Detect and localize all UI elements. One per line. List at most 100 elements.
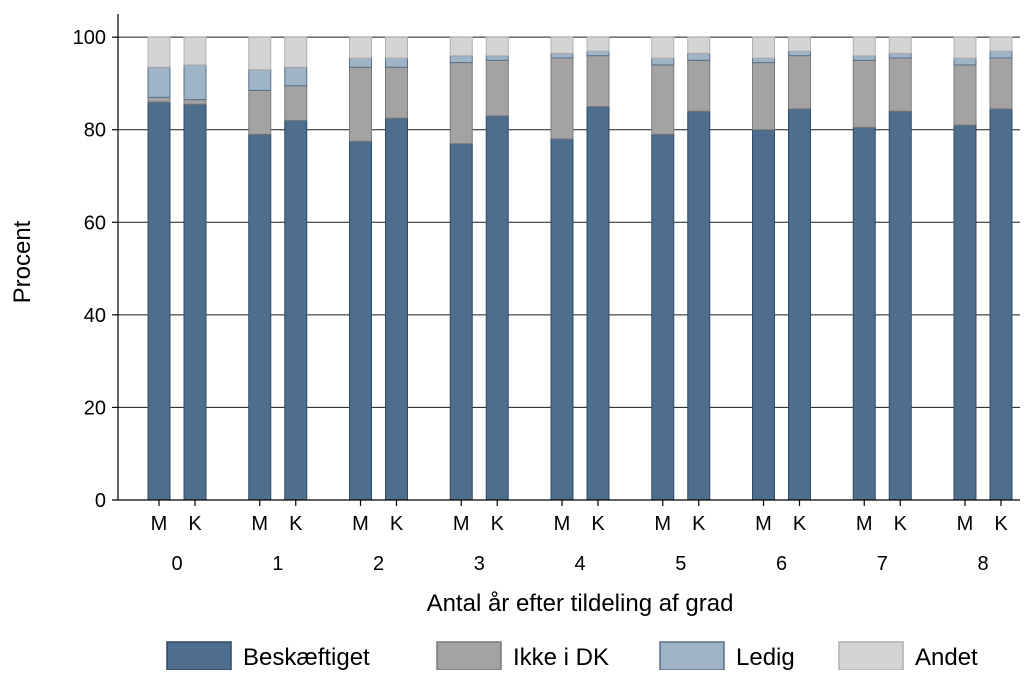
x-subcategory-label: M [957,513,974,535]
bar-segment [284,36,308,68]
bar-segment [449,36,473,57]
bar-segment [651,64,675,135]
bar-segment [385,57,408,68]
y-tick-label: 0 [95,490,106,512]
bar-segment [953,57,977,66]
y-axis-title: Procent [9,220,36,303]
bar-segment [248,89,272,135]
bar-segment [953,124,977,501]
x-subcategory-label: K [491,513,505,535]
bar-segment [147,66,171,98]
x-subcategory-label: M [755,513,772,535]
legend: Beskæftiget Ikke i DK Ledig Andet [166,641,978,671]
bar-segment [449,55,473,64]
bar-segment [788,36,811,52]
bar-segment [183,99,207,105]
bar-segment [788,108,811,501]
bar-segment [284,85,308,121]
y-tick-label: 100 [73,27,106,49]
x-group-label: 7 [877,553,888,575]
bar-segment [752,57,775,64]
bar-segment [989,57,1013,110]
bar-segment [953,64,977,126]
bar-segment [550,138,574,501]
legend-label: Ikke i DK [513,644,609,670]
bar-segment [651,133,675,501]
y-tick-label: 80 [84,120,106,142]
bar-segment [989,108,1013,501]
y-tick-label: 40 [84,305,106,327]
x-group-label: 5 [675,553,686,575]
x-subcategory-label: M [251,513,268,535]
legend-label: Andet [915,644,978,670]
bar-segment [349,66,372,142]
bar-segment [449,143,473,501]
legend-swatch [838,641,904,671]
x-group-label: 8 [977,553,988,575]
bar-segment [385,66,408,119]
bar-segment [651,36,675,59]
bar-segment [888,52,912,59]
x-subcategory-label: K [591,513,605,535]
bar-segment [687,110,711,501]
x-subcategory-label: K [793,513,807,535]
bar-segment [183,103,207,501]
bar-segment [953,36,977,59]
bar-segment [888,57,912,112]
bar-segment [485,55,509,61]
y-tick-label: 60 [84,212,106,234]
bar-segment [248,133,272,501]
legend-swatch [166,641,232,671]
x-subcategory-label: K [289,513,303,535]
bar-segment [752,62,775,131]
x-group-label: 4 [574,553,585,575]
bar-segment [485,36,509,57]
bar-segment [752,129,775,501]
bar-segment [385,36,408,59]
bar-segment [989,36,1013,52]
x-axis-title: Antal år efter tildeling af grad [427,590,734,617]
x-subcategory-label: M [856,513,873,535]
legend-label: Beskæftiget [243,644,370,670]
bar-segment [586,106,610,501]
legend-swatch [659,641,725,671]
bar-segment [248,69,272,91]
bar-segment [147,36,171,68]
bar-segment [687,59,711,112]
bar-segment [147,96,171,103]
bar-segment [183,64,207,101]
bar-segment [852,55,876,61]
bar-segment [183,36,207,66]
bar-segment [687,36,711,54]
x-subcategory-label: M [151,513,168,535]
bar-segment [586,36,610,52]
bar-segment [852,126,876,501]
x-subcategory-label: M [654,513,671,535]
bar-segment [651,57,675,66]
bar-segment [485,59,509,117]
bar-segment [888,36,912,54]
bar-segment [852,59,876,128]
x-subcategory-label: K [894,513,908,535]
x-subcategory-label: K [994,513,1008,535]
x-subcategory-label: M [554,513,571,535]
bar-segment [687,52,711,61]
bar-segment [550,52,574,59]
x-group-label: 2 [373,553,384,575]
bar-segment [852,36,876,57]
bar-segment [586,55,610,108]
legend-label: Ledig [736,644,795,670]
bar-segment [349,140,372,501]
bar-segment [550,36,574,54]
bars [147,36,1013,501]
x-subcategory-label: K [692,513,706,535]
x-group-label: 0 [171,553,182,575]
bar-segment [752,36,775,59]
bar-segment [349,36,372,59]
x-group-label: 1 [272,553,283,575]
bar-segment [147,101,171,501]
x-subcategory-label: K [390,513,404,535]
bar-segment [385,117,408,501]
x-group-label: 6 [776,553,787,575]
